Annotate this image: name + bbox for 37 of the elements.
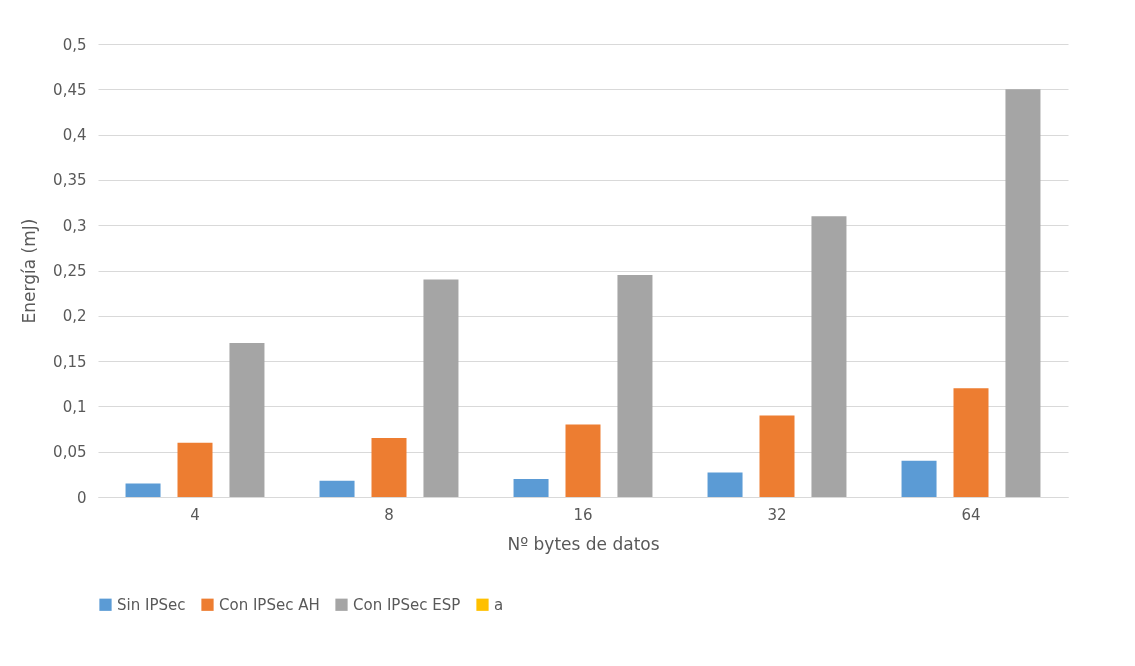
- x-tick-label: 64: [961, 505, 981, 524]
- y-tick-label: 0,05: [53, 443, 87, 462]
- bar: [371, 438, 407, 497]
- x-tick-label: 32: [767, 505, 787, 524]
- y-tick-label: 0,4: [62, 126, 87, 145]
- bar: [319, 480, 355, 497]
- y-tick-label: 0,2: [62, 307, 87, 326]
- bar: [513, 478, 549, 497]
- legend-label: Con IPSec AH: [219, 595, 320, 614]
- legend-label: Sin IPSec: [117, 595, 186, 614]
- x-tick-label: 8: [384, 505, 394, 524]
- y-tick-label: 0,3: [62, 216, 87, 235]
- bar: [617, 275, 653, 497]
- y-tick-label: 0,45: [53, 80, 87, 99]
- y-tick-label: 0,25: [53, 262, 87, 280]
- bar: [953, 388, 989, 497]
- x-axis-title: Nº bytes de datos: [507, 533, 660, 554]
- y-axis-title: Energía (mJ): [19, 218, 40, 324]
- x-tick-label: 4: [190, 505, 200, 524]
- bar: [229, 342, 265, 497]
- bar: [423, 279, 459, 497]
- bar: [759, 415, 795, 497]
- y-tick-label: 0,15: [53, 352, 87, 371]
- legend-label: a: [494, 595, 504, 614]
- legend-label: Con IPSec ESP: [353, 595, 461, 614]
- x-tick-label: 16: [573, 505, 593, 524]
- bar: [901, 460, 937, 497]
- y-tick-label: 0,5: [62, 35, 87, 54]
- y-tick-label: 0,1: [62, 397, 87, 416]
- bar: [1005, 89, 1041, 497]
- bar: [125, 483, 161, 497]
- bar: [707, 472, 743, 497]
- y-tick-label: 0,35: [53, 171, 87, 190]
- bar: [565, 424, 601, 497]
- bar: [811, 216, 847, 497]
- bar: [177, 442, 213, 497]
- y-tick-label: 0: [76, 488, 87, 507]
